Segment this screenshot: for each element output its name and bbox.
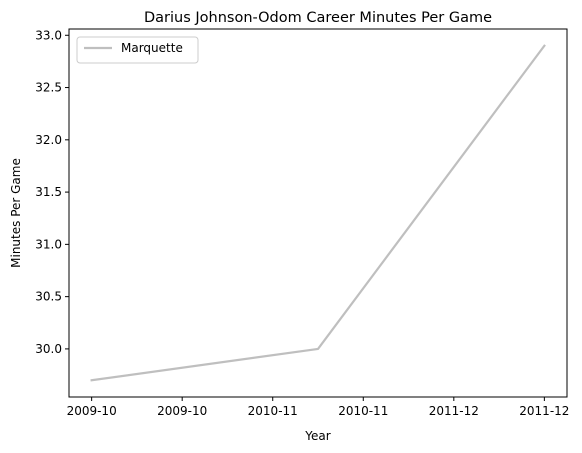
plot-area [69,29,567,397]
x-tick-label: 2009-10 [157,404,207,418]
x-tick-label: 2011-12 [519,404,569,418]
legend-label-marquette: Marquette [121,41,183,55]
x-tick-label: 2009-10 [67,404,117,418]
x-axis: 2009-10 2009-10 2010-11 2010-11 2011-12 2011-… [67,397,570,418]
x-tick-label: 2010-11 [248,404,298,418]
chart-title: Darius Johnson-Odom Career Minutes Per G… [144,10,492,26]
y-tick-label: 32.5 [35,81,62,95]
y-tick-label: 33.0 [35,28,62,42]
y-axis: 30.0 30.5 31.0 31.5 32.0 32.5 33.0 [35,28,69,356]
legend: Marquette [77,37,198,63]
y-tick-label: 30.0 [35,342,62,356]
y-tick-label: 32.0 [35,133,62,147]
x-axis-label: Year [304,429,330,443]
plot-frame [69,29,567,397]
x-tick-label: 2011-12 [429,404,479,418]
x-tick-label: 2010-11 [338,404,388,418]
y-tick-label: 31.0 [35,237,62,251]
y-tick-label: 30.5 [35,290,62,304]
y-tick-label: 31.5 [35,185,62,199]
y-axis-label: Minutes Per Game [9,158,23,268]
